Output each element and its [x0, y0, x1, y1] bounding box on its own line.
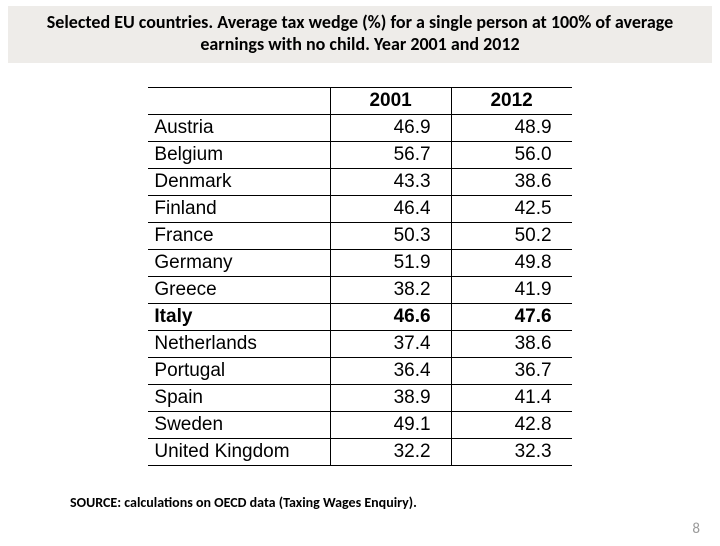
cell-2012: 50.2	[451, 223, 572, 250]
cell-2001: 50.3	[330, 223, 451, 250]
cell-2001: 51.9	[330, 250, 451, 277]
col-header-2001: 2001	[330, 88, 451, 115]
table-container: 2001 2012 Austria46.948.9Belgium56.756.0…	[0, 87, 720, 466]
table-row: Austria46.948.9	[148, 115, 571, 142]
cell-country: Greece	[148, 277, 330, 304]
cell-2001: 56.7	[330, 142, 451, 169]
table-row: Germany51.949.8	[148, 250, 571, 277]
cell-2012: 49.8	[451, 250, 572, 277]
cell-2001: 38.9	[330, 385, 451, 412]
cell-2001: 38.2	[330, 277, 451, 304]
table-row: Spain38.941.4	[148, 385, 571, 412]
cell-2001: 36.4	[330, 358, 451, 385]
table-row: Belgium56.756.0	[148, 142, 571, 169]
cell-country: Spain	[148, 385, 330, 412]
cell-country: France	[148, 223, 330, 250]
table-row: Portugal36.436.7	[148, 358, 571, 385]
table-row: United Kingdom32.232.3	[148, 439, 571, 466]
table-row: Netherlands37.438.6	[148, 331, 571, 358]
page-number: 8	[692, 520, 700, 538]
cell-2001: 46.6	[330, 304, 451, 331]
cell-country: United Kingdom	[148, 439, 330, 466]
cell-country: Austria	[148, 115, 330, 142]
cell-2001: 46.4	[330, 196, 451, 223]
table-row: France50.350.2	[148, 223, 571, 250]
cell-2012: 38.6	[451, 169, 572, 196]
source-note: SOURCE: calculations on OECD data (Taxin…	[70, 494, 720, 511]
cell-country: Netherlands	[148, 331, 330, 358]
table-row: Italy46.647.6	[148, 304, 571, 331]
cell-2012: 42.8	[451, 412, 572, 439]
table-header-row: 2001 2012	[148, 88, 571, 115]
tax-wedge-table: 2001 2012 Austria46.948.9Belgium56.756.0…	[148, 87, 571, 466]
cell-country: Finland	[148, 196, 330, 223]
cell-2001: 32.2	[330, 439, 451, 466]
cell-2001: 43.3	[330, 169, 451, 196]
cell-country: Sweden	[148, 412, 330, 439]
cell-2012: 41.4	[451, 385, 572, 412]
cell-2001: 37.4	[330, 331, 451, 358]
cell-2001: 46.9	[330, 115, 451, 142]
col-header-country	[148, 88, 330, 115]
table-row: Sweden49.142.8	[148, 412, 571, 439]
cell-2001: 49.1	[330, 412, 451, 439]
cell-country: Denmark	[148, 169, 330, 196]
table-row: Greece38.241.9	[148, 277, 571, 304]
cell-2012: 38.6	[451, 331, 572, 358]
cell-country: Germany	[148, 250, 330, 277]
col-header-2012: 2012	[451, 88, 572, 115]
cell-country: Italy	[148, 304, 330, 331]
cell-country: Belgium	[148, 142, 330, 169]
cell-2012: 36.7	[451, 358, 572, 385]
cell-2012: 48.9	[451, 115, 572, 142]
table-row: Denmark43.338.6	[148, 169, 571, 196]
cell-2012: 47.6	[451, 304, 572, 331]
cell-country: Portugal	[148, 358, 330, 385]
table-row: Finland46.442.5	[148, 196, 571, 223]
cell-2012: 56.0	[451, 142, 572, 169]
page-title: Selected EU countries. Average tax wedge…	[8, 6, 712, 63]
cell-2012: 41.9	[451, 277, 572, 304]
cell-2012: 32.3	[451, 439, 572, 466]
cell-2012: 42.5	[451, 196, 572, 223]
